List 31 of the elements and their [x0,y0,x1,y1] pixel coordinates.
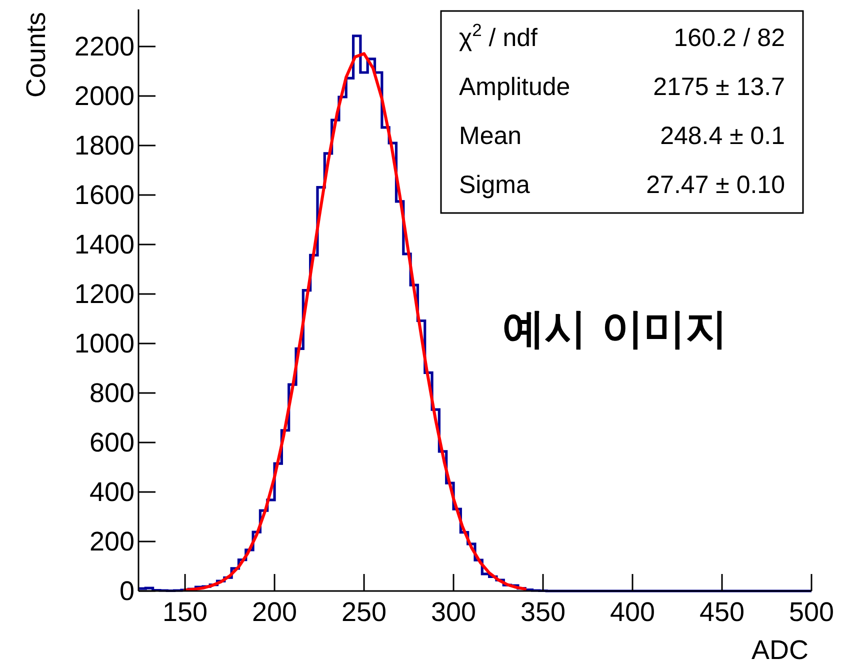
annotation: 160.2 / 82 [674,24,785,52]
y-tick-label: 600 [89,428,134,458]
y-tick-label: 200 [89,526,134,556]
y-tick-label: 400 [89,477,134,508]
annotation: Sigma [459,171,530,199]
y-tick-label: 1600 [74,180,134,210]
y-tick-label: 1000 [74,328,134,359]
y-tick-label: 1200 [74,279,134,310]
y-tick-label: 1400 [74,230,134,260]
y-tick-label: 800 [89,378,134,408]
x-tick-label: 150 [162,597,208,627]
x-tick-label: 200 [252,597,298,627]
y-tick-label: 1800 [74,130,134,161]
x-tick-label: 450 [699,597,745,627]
x-axis-title: ADC [751,635,808,663]
y-tick-label: 2200 [74,32,134,62]
x-tick-label: 400 [610,597,656,627]
annotation: 예시 이미지 [502,304,728,353]
x-tick-label: 300 [430,597,476,627]
x-tick-label: 500 [788,597,834,627]
annotation: χ$^{2}$ / ndf [459,20,538,52]
annotation: 2175 ± 13.7 [653,73,785,101]
x-tick-label: 250 [341,597,387,627]
y-tick-label: 0 [119,576,134,606]
annotation: 27.47 ± 0.10 [646,171,785,199]
x-tick-label: 350 [520,597,566,627]
annotation: 248.4 ± 0.1 [660,122,785,150]
y-axis-title: Counts [21,12,51,98]
y-tick-label: 2000 [74,81,134,112]
annotation: Mean [459,122,522,150]
annotation: Amplitude [459,73,570,101]
